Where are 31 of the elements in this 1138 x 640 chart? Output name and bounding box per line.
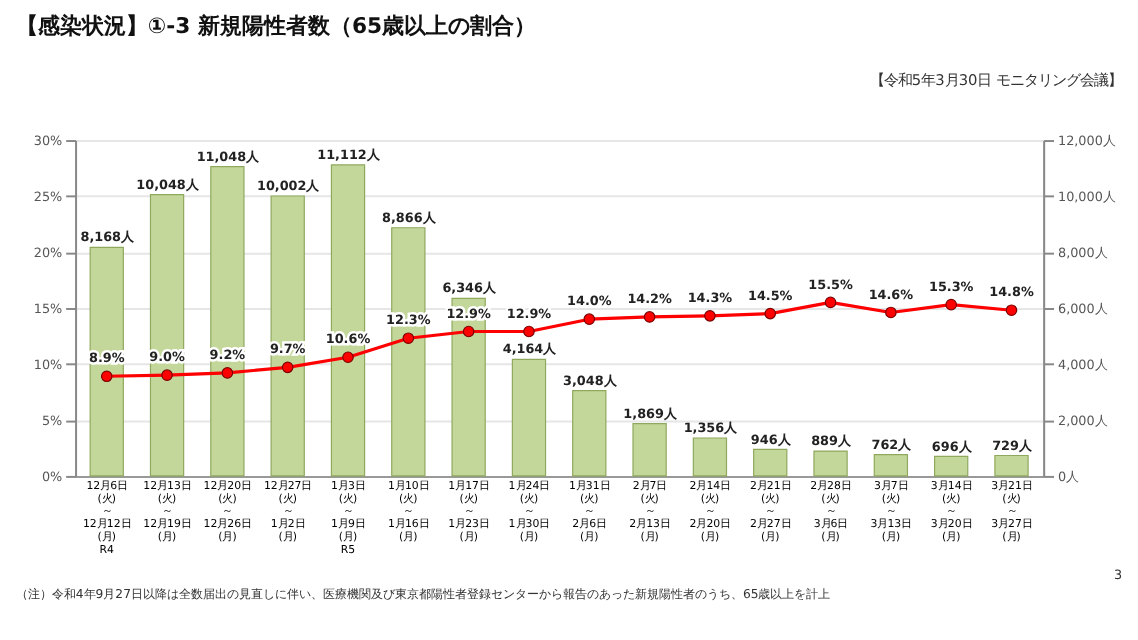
chart-title: 【感染状況】①-3 新規陽性者数（65歳以上の割合） [15,13,537,40]
bar [934,455,969,477]
point [221,367,234,379]
point [342,351,354,364]
point [161,369,173,381]
point [643,311,656,323]
point [281,361,294,374]
bar [572,390,607,477]
point [1005,304,1018,317]
point [885,306,897,319]
bar [753,448,788,477]
point [764,307,777,320]
bar [89,246,124,477]
point [100,370,113,383]
bar [210,166,245,477]
bar [330,164,366,477]
point [945,298,958,311]
point [824,296,837,309]
point [462,325,475,338]
bar [994,454,1029,477]
bar [813,450,848,477]
bar [511,358,547,477]
point [523,325,535,338]
bar [692,437,728,477]
point [583,313,596,325]
point [402,332,415,345]
bar [149,194,185,477]
bar [632,423,667,477]
bar [873,453,909,477]
point [704,310,716,322]
bar [270,195,305,477]
